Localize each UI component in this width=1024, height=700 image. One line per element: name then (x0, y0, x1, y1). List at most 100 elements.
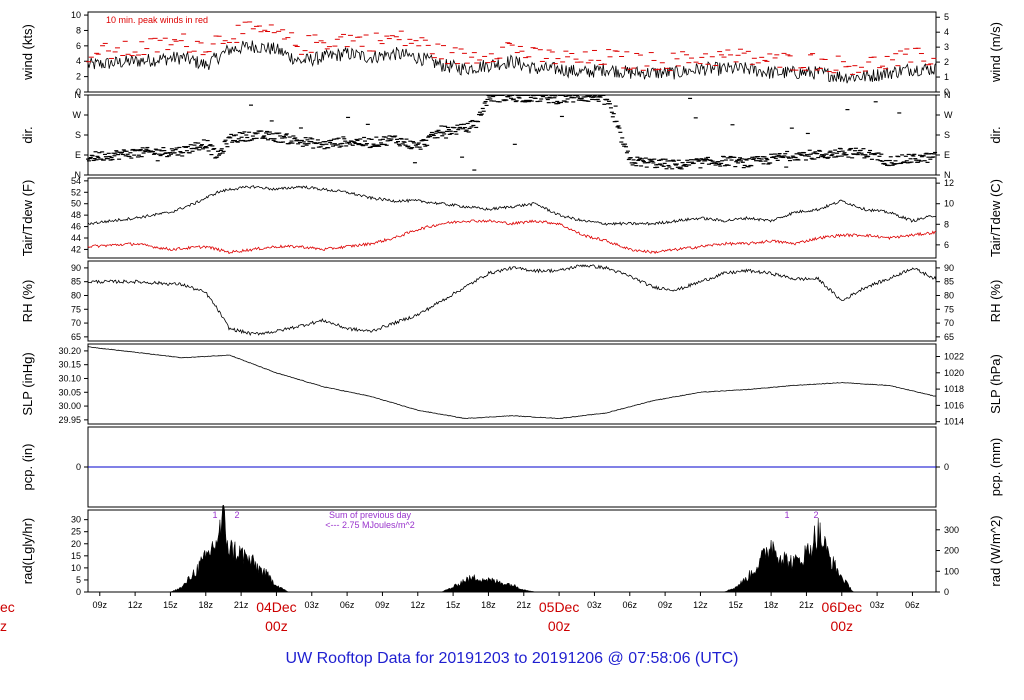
rad-ytick-label-left: 5 (76, 575, 81, 585)
date-label-day: 06Dec (822, 599, 862, 615)
temp-ytick-label-left: 46 (71, 222, 81, 232)
date-label-cut-hour: z (0, 618, 7, 634)
dir-ylabel-right: dir. (988, 126, 1003, 143)
rad-ytick-label-left: 20 (71, 539, 81, 549)
temp-ylabel-left: Tair/Tdew (F) (20, 180, 35, 257)
slp-ytick-label-left: 30.10 (58, 373, 81, 383)
rh-ytick-label-left: 85 (71, 277, 81, 287)
slp-ylabel-right: SLP (hPa) (988, 354, 1003, 414)
wind-ytick-label-right: 2 (944, 57, 949, 67)
dir-ytick-label-right: W (944, 110, 953, 120)
rh-ytick-label-right: 70 (944, 318, 954, 328)
temp-ytick-label-left: 52 (71, 187, 81, 197)
rad-marker: 1 (784, 510, 789, 520)
rad-note-1: Sum of previous day (329, 510, 412, 520)
wind-ytick-label-left: 0 (76, 87, 81, 97)
rh-ylabel-left: RH (%) (20, 280, 35, 323)
chart-title: UW Rooftop Data for 20191203 to 20191206… (285, 650, 739, 667)
slp-ylabel-left: SLP (inHg) (20, 352, 35, 415)
x-tick-label: 18z (764, 600, 779, 610)
rad-ytick-label-right: 200 (944, 546, 959, 556)
x-tick-label: 12z (693, 600, 708, 610)
rh-ytick-label-left: 75 (71, 304, 81, 314)
x-tick-label: 09z (93, 600, 108, 610)
x-tick-label: 12z (411, 600, 426, 610)
dir-ylabel-left: dir. (20, 126, 35, 143)
slp-ytick-label-left: 30.20 (58, 346, 81, 356)
dir-ytick-label-left: E (75, 150, 81, 160)
x-tick-label: 03z (305, 600, 320, 610)
wind-ytick-label-left: 8 (76, 25, 81, 35)
wind-panel-frame (87, 11, 937, 93)
pcp-ytick-label-right: 0 (944, 462, 949, 472)
wind-ytick-label-right: 4 (944, 27, 949, 37)
slp-ytick-label-right: 1020 (944, 368, 964, 378)
wind-ytick-label-right: 3 (944, 42, 949, 52)
slp-ytick-label-left: 30.05 (58, 387, 81, 397)
wind-ytick-label-left: 6 (76, 41, 81, 51)
x-tick-label: 15z (163, 600, 178, 610)
rh-series-line (87, 264, 937, 336)
rad-ytick-label-right: 100 (944, 566, 959, 576)
temp-ylabel-right: Tair/Tdew (C) (988, 179, 1003, 257)
rh-ytick-label-right: 80 (944, 290, 954, 300)
temp-ytick-label-left: 42 (71, 244, 81, 254)
temp-ytick-label-left: 50 (71, 199, 81, 209)
rad-ytick-label-right: 300 (944, 525, 959, 535)
pcp-ylabel-left: pcp. (in) (20, 444, 35, 491)
temp-ytick-label-right: 6 (944, 240, 949, 250)
x-tick-label: 06z (623, 600, 638, 610)
rad-ytick-label-right: 0 (944, 587, 949, 597)
dir-ytick-label-left: N (75, 90, 82, 100)
rad-series-area (88, 504, 936, 593)
dir-ytick-label-right: N (944, 90, 951, 100)
dir-ytick-label-left: W (73, 110, 82, 120)
slp-ytick-label-right: 1016 (944, 400, 964, 410)
dir-panel-frame (87, 94, 937, 176)
rh-ytick-label-left: 80 (71, 290, 81, 300)
rh-ytick-label-right: 65 (944, 332, 954, 342)
wind-ytick-label-right: 5 (944, 12, 949, 22)
rad-ytick-label-left: 25 (71, 527, 81, 537)
x-tick-label: 06z (905, 600, 920, 610)
wind-series-line (87, 40, 937, 84)
rh-ytick-label-left: 65 (71, 332, 81, 342)
dir-ytick-label-right: S (944, 130, 950, 140)
rad-note-2: <--- 2.75 MJoules/m^2 (325, 520, 415, 530)
x-tick-label: 09z (375, 600, 390, 610)
x-tick-label: 21z (234, 600, 249, 610)
x-tick-label: 15z (729, 600, 744, 610)
x-tick-label: 15z (446, 600, 461, 610)
date-label-hour: 00z (548, 618, 571, 634)
wind-ylabel-left: wind (kts) (20, 24, 35, 81)
slp-panel-frame (87, 343, 937, 425)
temp-series-line (87, 185, 937, 226)
slp-ytick-label-left: 30.15 (58, 360, 81, 370)
wind-note: 10 min. peak winds in red (106, 15, 208, 25)
rad-ylabel-right: rad (W/m^2) (988, 515, 1003, 586)
x-tick-label: 21z (517, 600, 532, 610)
dir-ytick-label-left: N (75, 170, 82, 180)
date-label-hour: 00z (830, 618, 853, 634)
date-label-hour: 00z (265, 618, 288, 634)
temp-series-line (87, 219, 937, 255)
x-tick-label: 09z (658, 600, 673, 610)
temp-ytick-label-right: 12 (944, 178, 954, 188)
rad-ytick-label-left: 15 (71, 551, 81, 561)
rh-ylabel-right: RH (%) (988, 280, 1003, 323)
dir-ytick-label-left: S (75, 130, 81, 140)
rad-marker: 2 (234, 510, 239, 520)
wind-ylabel-right: wind (m/s) (988, 22, 1003, 83)
date-label-cut-day: ec (0, 599, 15, 615)
x-tick-label: 18z (481, 600, 496, 610)
x-tick-label: 18z (199, 600, 214, 610)
dir-ytick-label-right: N (944, 170, 951, 180)
rad-ytick-label-left: 30 (71, 515, 81, 525)
rh-ytick-label-left: 90 (71, 263, 81, 273)
x-tick-label: 03z (587, 600, 602, 610)
dir-ytick-label-right: E (944, 150, 950, 160)
temp-ytick-label-right: 8 (944, 219, 949, 229)
x-tick-label: 12z (128, 600, 143, 610)
rad-marker: 1 (212, 510, 217, 520)
